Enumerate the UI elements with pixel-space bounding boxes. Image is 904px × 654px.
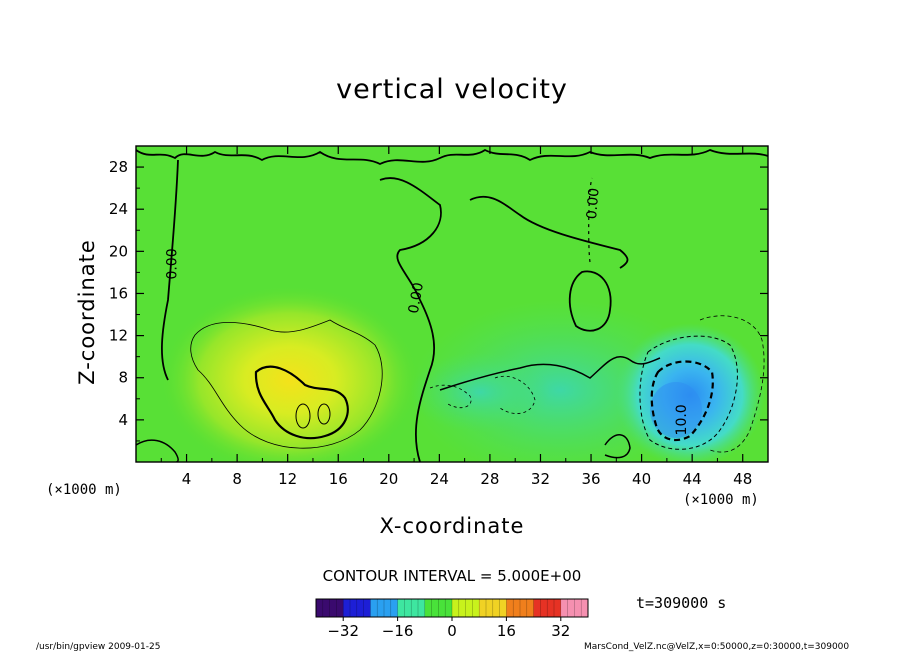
contour-zero-bottom-right xyxy=(604,434,631,459)
colorbar-cell xyxy=(397,599,426,617)
colorbar-cell xyxy=(370,599,399,617)
field-shading xyxy=(136,148,768,462)
contour-zero-lower xyxy=(439,356,661,391)
contour-plus-10 xyxy=(254,365,349,440)
contour-label: 0.00 xyxy=(584,187,603,219)
colorbar: −32 −16 0 16 32 xyxy=(315,598,589,640)
x-unit-left: (×1000 m) xyxy=(46,482,122,498)
y-tick-label: 8 xyxy=(118,369,128,387)
colorbar-cell xyxy=(452,599,480,617)
y-tick-label: 4 xyxy=(118,411,128,429)
contour-interval-label: CONTOUR INTERVAL = 5.000E+00 xyxy=(322,567,582,585)
colorbar-cell xyxy=(560,599,589,617)
plot-frame xyxy=(135,145,769,463)
contour-minus-10 xyxy=(650,360,714,442)
time-label: t=309000 s xyxy=(636,594,727,612)
colorbar-tick-label: 32 xyxy=(551,622,570,640)
contour-plus-15-a xyxy=(295,403,311,429)
contour-label: 10.0 xyxy=(674,404,690,435)
colorbar-tick-label: 0 xyxy=(447,622,457,640)
downdraft-core xyxy=(650,382,702,438)
y-tick-label: 16 xyxy=(109,284,128,302)
contour-dotted-upper xyxy=(588,177,593,263)
y-tick-label: 20 xyxy=(109,242,128,260)
x-unit-right: (×1000 m) xyxy=(683,492,759,508)
colorbar-tick-label: −32 xyxy=(327,622,359,640)
contour-zero-right xyxy=(469,195,629,269)
colorbar-tick-label: −16 xyxy=(382,622,414,640)
colorbar-cell xyxy=(506,599,535,617)
updraft-region xyxy=(160,285,420,462)
x-tick-label: 20 xyxy=(379,470,398,488)
x-axis-ticks: 4 8 12 16 20 24 28 32 36 40 44 48 xyxy=(160,146,752,488)
colorbar-cell xyxy=(533,599,562,617)
x-tick-label: 12 xyxy=(278,470,297,488)
contour-zero-left xyxy=(161,159,179,381)
x-tick-label: 32 xyxy=(531,470,550,488)
contour-label: 0.00 xyxy=(164,248,180,279)
x-tick-label: 16 xyxy=(329,470,348,488)
contour-lines xyxy=(136,148,768,462)
x-tick-label: 28 xyxy=(480,470,499,488)
contour-minus-5-outer xyxy=(699,315,765,453)
y-tick-label: 24 xyxy=(109,200,128,218)
contour-zero-top xyxy=(136,148,768,166)
colorbar-tick-label: 16 xyxy=(497,622,516,640)
contour-weak-dashed-b xyxy=(494,375,536,414)
contour-zero-mid xyxy=(379,177,442,462)
x-axis-label: X-coordinate xyxy=(379,514,525,538)
colorbar-cell xyxy=(316,599,344,617)
x-tick-label: 24 xyxy=(430,470,449,488)
chart-title: vertical velocity xyxy=(336,74,568,105)
x-tick-label: 40 xyxy=(632,470,651,488)
x-tick-label: 36 xyxy=(581,470,600,488)
y-tick-label: 28 xyxy=(109,158,128,176)
x-tick-label: 48 xyxy=(733,470,752,488)
contour-plus-5 xyxy=(190,319,383,449)
contour-labels: 0.00 0.00 0.00 10.0 xyxy=(164,187,689,435)
colorbar-cell xyxy=(479,599,507,617)
contour-weak-dashed-a xyxy=(429,384,472,409)
contour-closed-loop xyxy=(568,270,612,332)
contour-minus-5 xyxy=(639,335,738,450)
footer-right: MarsCond_VelZ.nc@VelZ,x=0:50000,z=0:3000… xyxy=(584,642,850,652)
x-tick-label: 8 xyxy=(232,470,242,488)
colorbar-cell xyxy=(424,599,453,617)
y-tick-label: 12 xyxy=(109,327,128,345)
x-tick-label: 4 xyxy=(182,470,192,488)
contour-plus-15-b xyxy=(317,403,331,425)
x-tick-label: 44 xyxy=(683,470,702,488)
footer-left: /usr/bin/gpview 2009-01-25 xyxy=(36,642,161,652)
contour-label: 0.00 xyxy=(406,281,427,314)
colorbar-cell xyxy=(343,599,371,617)
y-axis-ticks: 4 8 12 16 20 24 28 xyxy=(109,158,768,442)
weak-downdraft-region xyxy=(410,352,550,432)
